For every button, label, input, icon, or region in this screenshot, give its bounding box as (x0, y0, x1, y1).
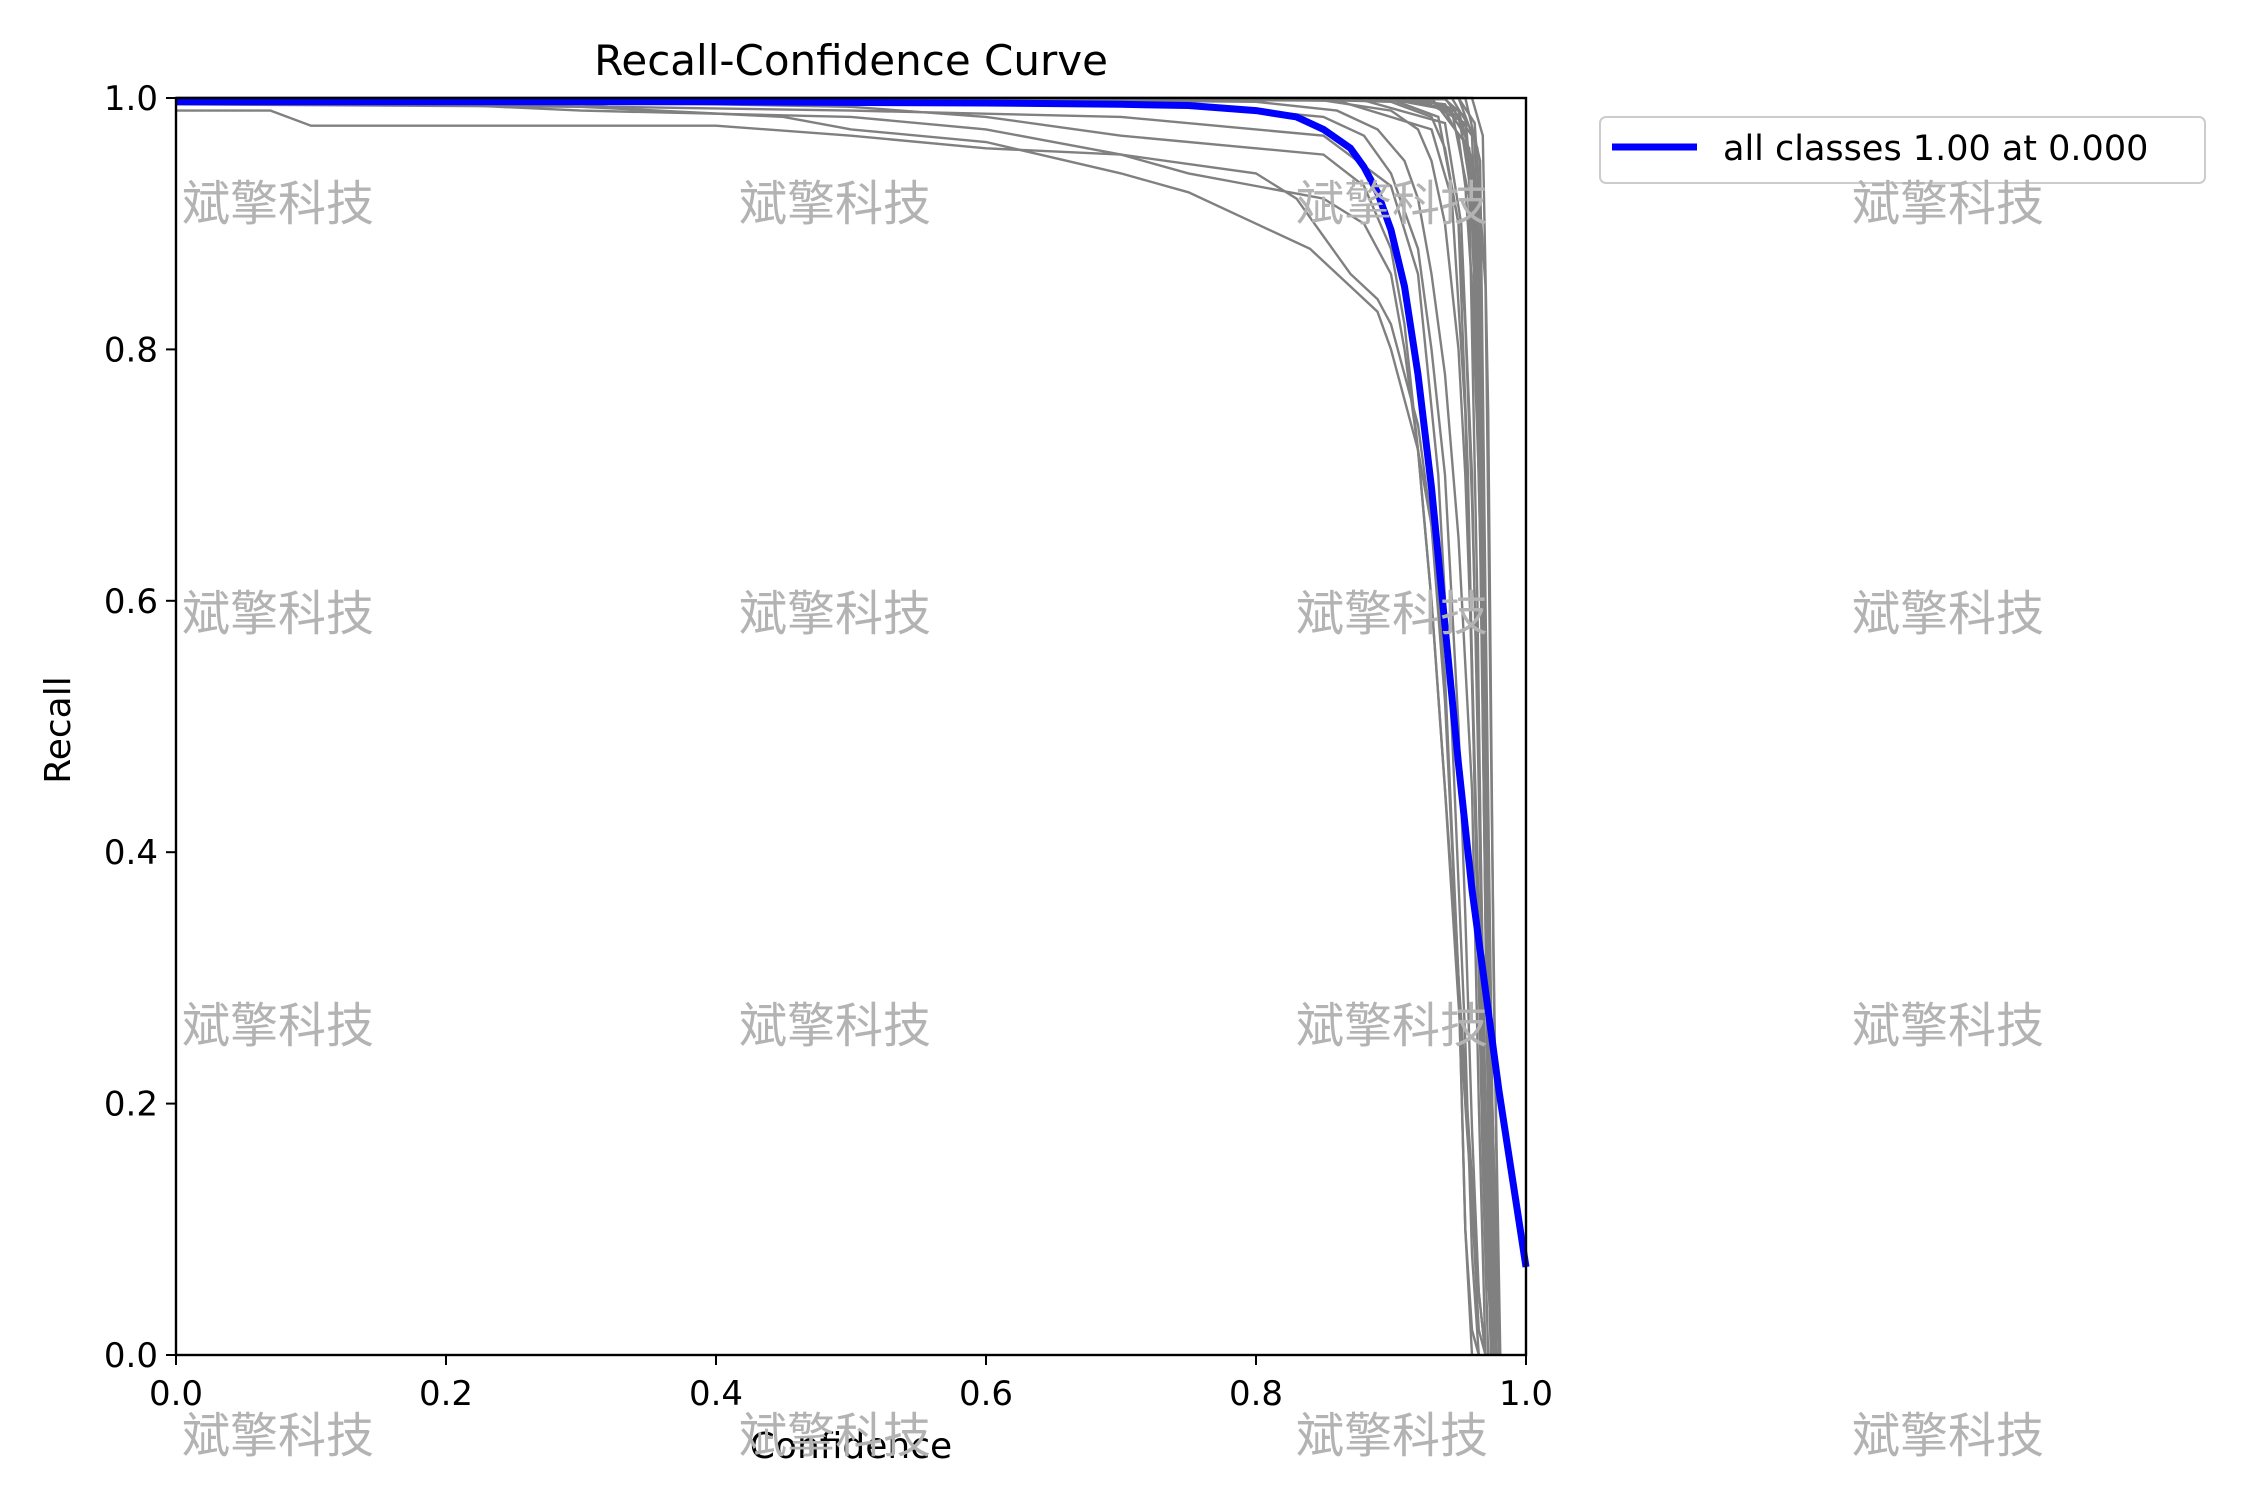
watermark-text: 斌擎科技 (1852, 176, 2044, 232)
class-curve-12 (176, 96, 1495, 1356)
class-curve-16 (176, 96, 1498, 1356)
x-axis-label: Confidence (750, 1426, 952, 1467)
y-axis-label: Recall (38, 676, 79, 783)
watermark-text: 斌擎科技 (739, 586, 931, 642)
class-curve-20 (175, 96, 1494, 1356)
class-curve-2 (175, 100, 1487, 1356)
watermark-text: 斌擎科技 (1296, 1408, 1488, 1464)
y-tick-label: 0.8 (104, 330, 158, 370)
watermark-text: 斌擎科技 (182, 586, 374, 642)
class-curve-26 (176, 98, 1480, 1356)
class-curve-8 (176, 96, 1501, 1356)
y-tick-label: 0.4 (104, 833, 158, 873)
class-curve-0 (176, 109, 1480, 1356)
class-curve-24 (176, 96, 1501, 1356)
y-tick-label: 0.0 (104, 1336, 158, 1376)
class-curve-23 (176, 96, 1498, 1356)
watermark-text: 斌擎科技 (182, 176, 374, 232)
y-tick-label: 0.6 (104, 582, 158, 622)
class-curve-18 (175, 96, 1495, 1356)
x-tick-label: 0.4 (689, 1374, 743, 1414)
legend-box (1599, 116, 2206, 184)
class-curve-15 (176, 96, 1497, 1356)
y-tick-label: 0.2 (104, 1085, 158, 1125)
chart-title: Recall-Confidence Curve (594, 36, 1108, 85)
watermark-text: 斌擎科技 (1296, 586, 1488, 642)
x-tick-label: 1.0 (1499, 1374, 1553, 1414)
series-line-0 (176, 98, 1530, 1268)
x-tick-label: 0.0 (149, 1374, 203, 1414)
class-curve-5 (175, 96, 1487, 1356)
watermark-text: 斌擎科技 (739, 1408, 931, 1464)
x-tick-label: 0.8 (1229, 1374, 1283, 1414)
watermark-text: 斌擎科技 (1852, 586, 2044, 642)
watermark-text: 斌擎科技 (182, 1408, 374, 1464)
class-curve-14 (176, 96, 1494, 1356)
class-curve-10 (176, 96, 1501, 1356)
watermark-text: 斌擎科技 (182, 998, 374, 1054)
class-curve-17 (176, 96, 1501, 1356)
class-curve-13 (176, 96, 1493, 1356)
series-lines (176, 98, 1530, 1268)
x-tick-label: 0.2 (419, 1374, 473, 1414)
legend-label-all-classes: all classes 1.00 at 0.000 (1723, 129, 2148, 169)
class-curve-25 (176, 96, 1502, 1356)
legend: all classes 1.00 at 0.000 (1599, 116, 2206, 184)
class-curve-11 (176, 96, 1497, 1356)
x-tick-label: 0.6 (959, 1374, 1013, 1414)
watermark-text: 斌擎科技 (1296, 998, 1488, 1054)
class-curve-4 (175, 96, 1487, 1356)
class-curve-22 (175, 96, 1494, 1356)
y-tick-label: 1.0 (104, 79, 158, 119)
class-curves (175, 96, 1502, 1356)
class-curve-9 (176, 96, 1501, 1356)
class-curve-6 (176, 96, 1494, 1356)
watermark-text: 斌擎科技 (1852, 998, 2044, 1054)
watermark-text: 斌擎科技 (739, 998, 931, 1054)
class-curve-1 (175, 103, 1474, 1356)
watermark-text: 斌擎科技 (1296, 176, 1488, 232)
watermark-text: 斌擎科技 (1852, 1408, 2044, 1464)
y-axis-ticks: 0.0 0.2 0.4 0.6 0.8 1.0 (104, 79, 176, 1376)
class-curve-7 (176, 96, 1494, 1356)
watermark-text: 斌擎科技 (739, 176, 931, 232)
class-curve-19 (175, 96, 1493, 1356)
class-curve-21 (175, 96, 1490, 1356)
x-axis-ticks: 0.0 0.2 0.4 0.6 0.8 1.0 (149, 1355, 1553, 1414)
class-curve-3 (175, 99, 1487, 1356)
plot-frame (174, 96, 1528, 1357)
